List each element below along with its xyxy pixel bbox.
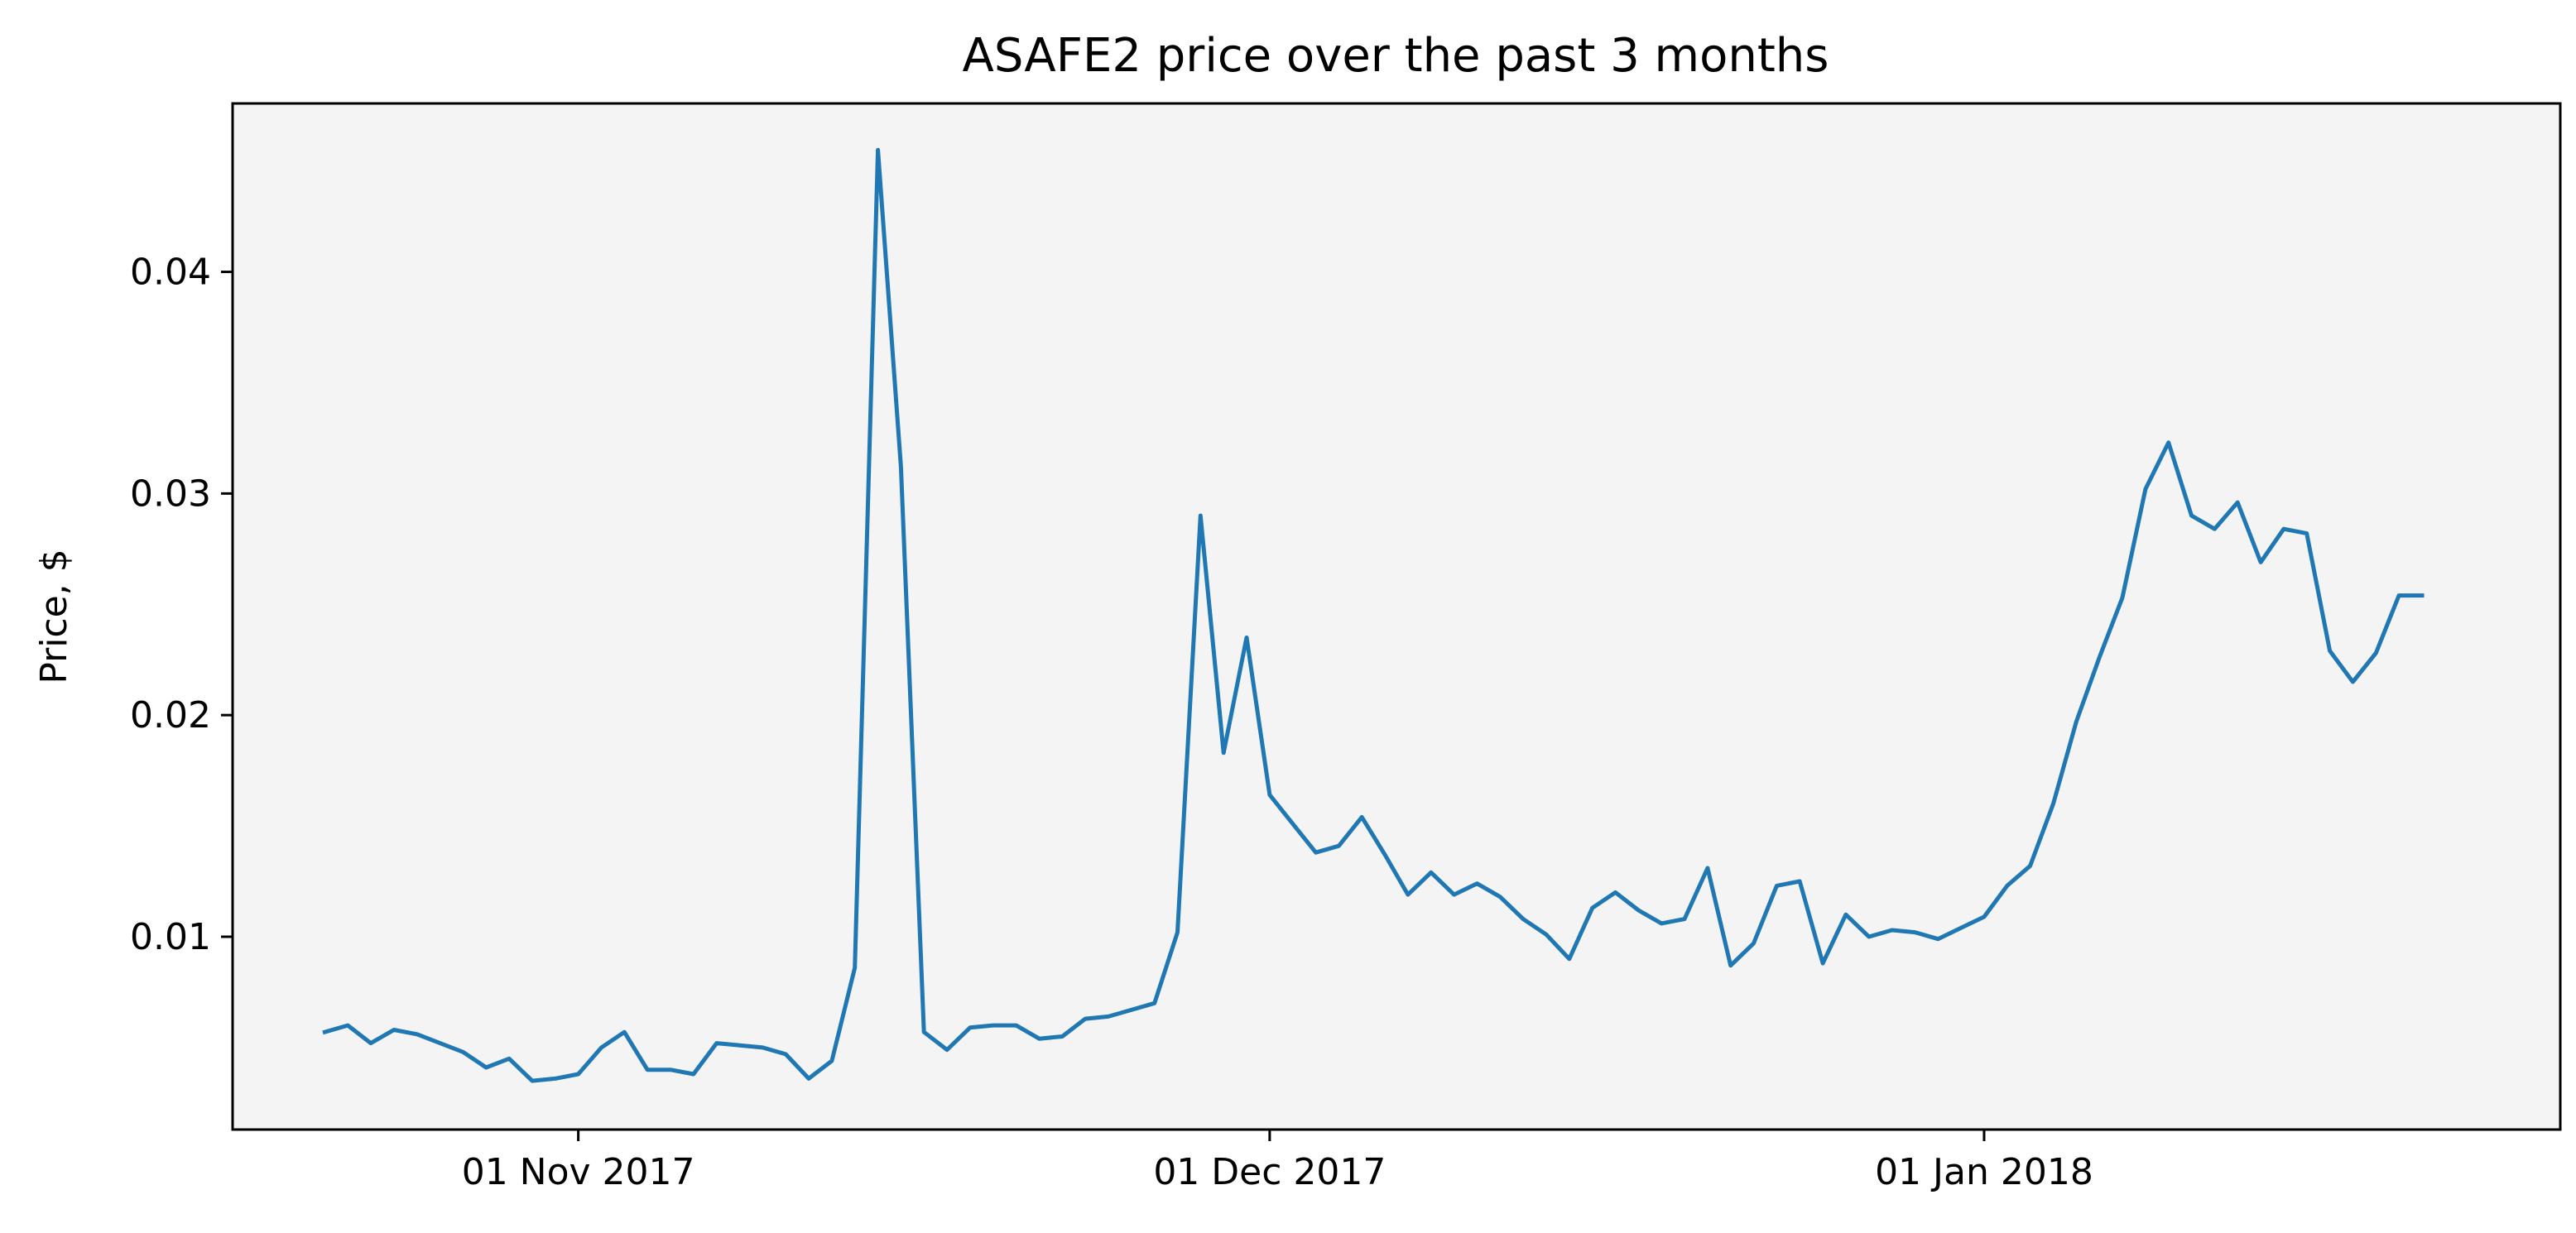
plot-area [233,103,2560,1130]
y-axis-ticks: 0.01 0.02 0.03 0.04 [130,252,233,958]
x-tick-label: 01 Dec 2017 [1153,1151,1386,1193]
y-tick-label: 0.02 [130,694,211,736]
y-axis-label: Price, $ [33,549,75,684]
y-tick-label: 0.01 [130,916,211,958]
plot-frame [231,102,2562,1131]
y-tick-label: 0.03 [130,473,211,515]
price-series-line [322,147,2425,1083]
x-tick-label: 01 Nov 2017 [462,1151,695,1193]
chart-title: ASAFE2 price over the past 3 months [963,29,1829,83]
x-tick-label: 01 Jan 2018 [1875,1151,2093,1193]
x-axis-ticks: 01 Nov 2017 01 Dec 2017 01 Jan 2018 [462,1130,2093,1193]
y-tick-label: 0.04 [130,252,211,294]
